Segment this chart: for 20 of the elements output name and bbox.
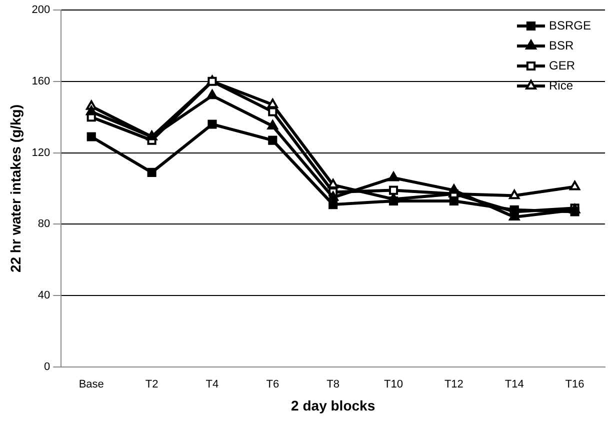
x-tick-label: T12 [444,378,464,391]
y-axis-title: 22 hr water intakes (g/kg) [7,104,24,273]
x-axis-title: 2 day blocks [291,397,376,414]
x-tick-label: T8 [326,378,340,391]
y-tick-label: 200 [32,4,50,16]
legend-label: BSR [548,38,574,52]
x-tick-label: T16 [565,378,584,391]
y-tick-label: 40 [38,290,50,302]
y-tick-label: 80 [38,218,50,230]
x-tick-label: T10 [384,378,403,391]
x-tick-label: Base [78,378,104,391]
y-tick-label: 0 [44,361,50,374]
y-tick-label: 120 [32,146,50,159]
legend-label: BSRGE [548,18,592,32]
x-tick-label: T6 [266,378,280,391]
x-tick-label: T4 [206,378,219,391]
x-tick-label: T14 [504,378,524,391]
legend-label: GER [548,58,576,72]
y-tick-label: 160 [32,75,50,88]
x-tick-label: T2 [145,378,158,391]
